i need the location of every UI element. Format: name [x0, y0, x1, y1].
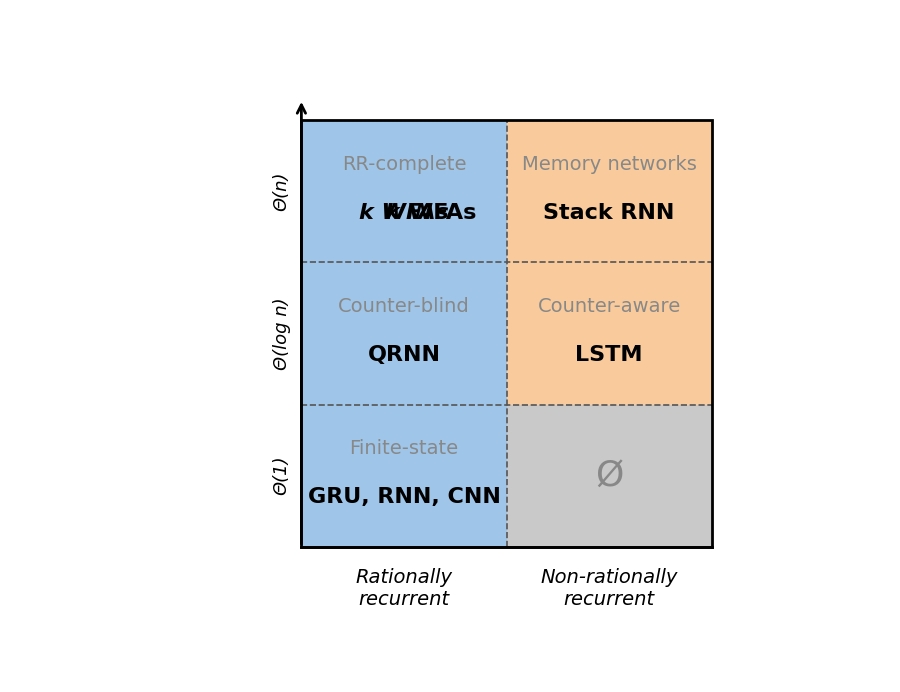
Text: k WFAs: k WFAs	[359, 203, 449, 223]
Text: Θ(1): Θ(1)	[273, 456, 291, 495]
Bar	[302, 262, 507, 405]
Text: Θ(log n): Θ(log n)	[273, 297, 291, 370]
Text: Memory networks: Memory networks	[522, 155, 697, 174]
Bar	[302, 120, 507, 262]
Text: RR-complete: RR-complete	[342, 155, 466, 174]
Bar	[302, 120, 712, 547]
Text: Counter-blind: Counter-blind	[338, 298, 470, 316]
Text: Non-rationally
recurrent: Non-rationally recurrent	[540, 568, 678, 609]
Text: Counter-aware: Counter-aware	[537, 298, 680, 316]
Text: WFAs: WFAs	[401, 203, 477, 223]
Text: Stack RNN: Stack RNN	[544, 203, 675, 223]
Text: GRU, RNN, CNN: GRU, RNN, CNN	[308, 487, 500, 507]
Text: LSTM: LSTM	[575, 345, 643, 365]
Text: Rationally
recurrent: Rationally recurrent	[356, 568, 453, 609]
Bar	[507, 262, 712, 405]
Bar	[507, 405, 712, 547]
Text: k: k	[384, 203, 399, 223]
Text: QRNN: QRNN	[367, 345, 440, 365]
Bar	[302, 405, 507, 547]
Text: Ø: Ø	[595, 459, 624, 493]
Text: Θ(n): Θ(n)	[273, 172, 291, 211]
Bar	[507, 120, 712, 262]
Text: Finite-state: Finite-state	[349, 439, 458, 458]
